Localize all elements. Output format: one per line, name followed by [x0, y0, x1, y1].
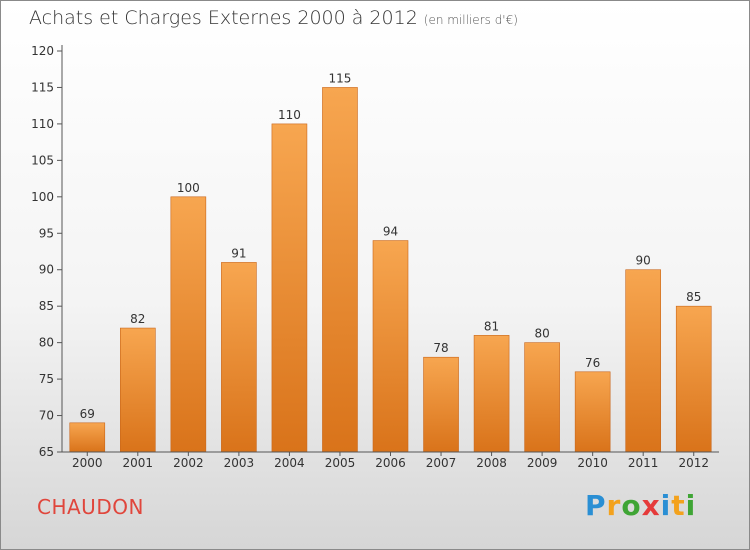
- value-label-2011: 90: [636, 254, 651, 268]
- bar-2000: [69, 422, 106, 453]
- x-tick-label-2010: 2010: [577, 456, 608, 470]
- y-tick-label: 100: [31, 190, 54, 204]
- x-tick-label-2008: 2008: [476, 456, 507, 470]
- y-tick-label: 75: [39, 372, 54, 386]
- x-tick-label-2011: 2011: [628, 456, 659, 470]
- value-label-2005: 115: [329, 71, 352, 85]
- x-tick-label-2005: 2005: [325, 456, 356, 470]
- x-tick-label-2003: 2003: [224, 456, 255, 470]
- bar-2008: [473, 335, 510, 453]
- value-label-2002: 100: [177, 181, 200, 195]
- y-axis: 65 70 75 80 85 90 95 100 105 110 115 120: [31, 44, 63, 459]
- bar-2012: [675, 305, 712, 453]
- bar-2005: [322, 87, 358, 453]
- bar-2006: [372, 240, 409, 453]
- commune-name: CHAUDON: [37, 495, 144, 519]
- logo-letter: r: [606, 489, 622, 522]
- value-label-2008: 81: [484, 319, 499, 333]
- value-label-2010: 76: [585, 356, 600, 370]
- bar-2003: [221, 262, 257, 453]
- bar-2002: [170, 196, 207, 453]
- bars-group: 69 82 100 91 110 115 94 78 81 80 76 90 85: [69, 71, 712, 453]
- y-tick-label: 80: [39, 336, 54, 350]
- y-tick-label: 65: [39, 445, 54, 459]
- y-tick-label: 115: [31, 80, 54, 94]
- bar-2001: [120, 327, 156, 453]
- value-label-2004: 110: [278, 108, 301, 122]
- x-tick-label-2000: 2000: [72, 456, 103, 470]
- chart-subtitle: (en milliers d'€): [423, 13, 518, 27]
- x-axis: 2000 2001 2002 2003 2004 2005 2006 2007 2008 2009…: [62, 451, 719, 470]
- x-tick-label-2012: 2012: [678, 456, 709, 470]
- chart-title-block: Achats et Charges Externes 2000 à 2012 (e…: [29, 7, 518, 29]
- logo-letter: P: [585, 489, 607, 522]
- logo-letter: o: [621, 489, 642, 522]
- y-tick-label: 90: [39, 263, 54, 277]
- bar-2007: [423, 356, 459, 453]
- y-tick-label: 70: [39, 409, 54, 423]
- x-tick-label-2006: 2006: [375, 456, 406, 470]
- logo-letter: i: [660, 489, 672, 522]
- x-tick-label-2002: 2002: [173, 456, 204, 470]
- logo-letter: i: [685, 489, 697, 522]
- bar-2004: [271, 123, 308, 453]
- y-tick-label: 95: [39, 226, 54, 240]
- value-label-2009: 80: [534, 327, 549, 341]
- y-tick-label: 120: [31, 44, 54, 58]
- logo-letter: x: [641, 489, 661, 522]
- chart-title: Achats et Charges Externes 2000 à 2012: [29, 7, 418, 29]
- y-tick-label: 85: [39, 299, 54, 313]
- value-label-2000: 69: [80, 407, 95, 421]
- x-tick-label-2001: 2001: [123, 456, 154, 470]
- y-tick-label: 110: [31, 117, 54, 131]
- value-label-2001: 82: [130, 312, 145, 326]
- x-tick-label-2009: 2009: [527, 456, 558, 470]
- value-label-2006: 94: [383, 225, 398, 239]
- value-label-2007: 78: [433, 341, 448, 355]
- value-label-2012: 85: [686, 290, 701, 304]
- x-tick-label-2004: 2004: [274, 456, 305, 470]
- bar-2009: [524, 342, 560, 453]
- bar-2011: [625, 269, 661, 453]
- logo-letter: t: [671, 489, 686, 522]
- proxiti-logo: Proxiti: [585, 489, 696, 522]
- bar-2010: [574, 371, 611, 453]
- x-tick-label-2007: 2007: [426, 456, 457, 470]
- value-label-2003: 91: [231, 246, 246, 260]
- y-tick-label: 105: [31, 153, 54, 167]
